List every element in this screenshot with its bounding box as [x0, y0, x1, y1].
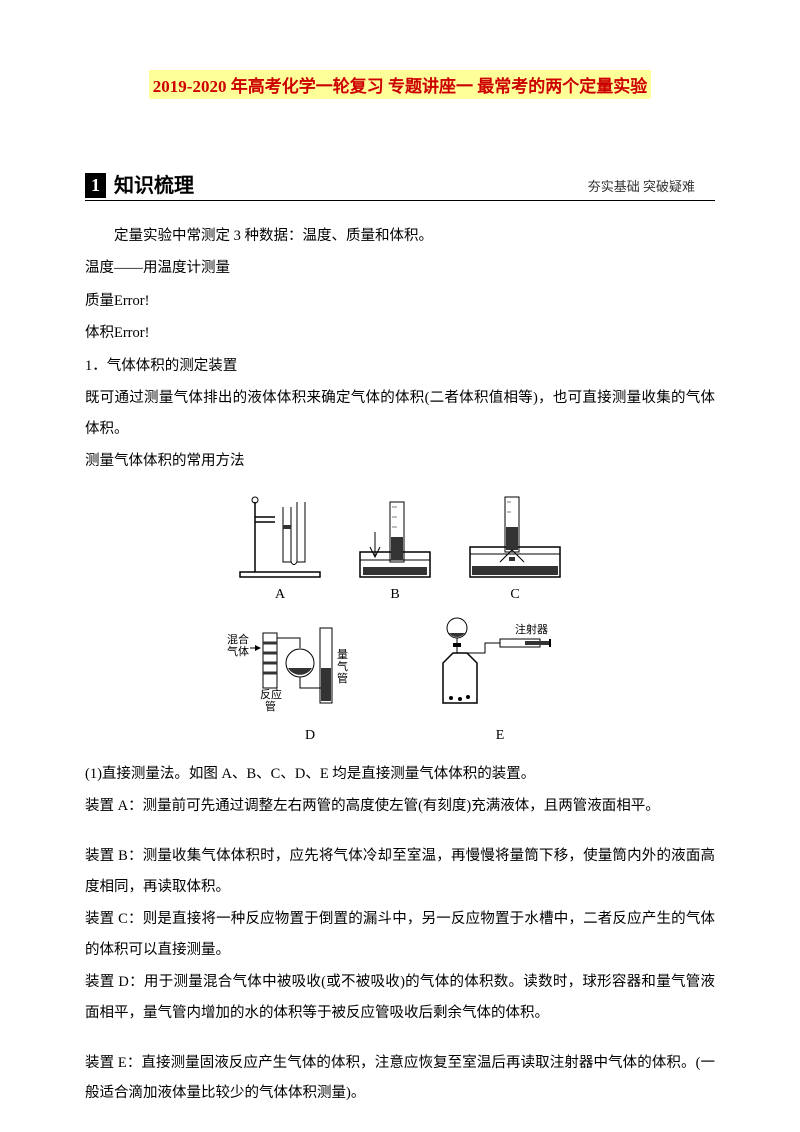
document-title: 2019-2020 年高考化学一轮复习 专题讲座一 最常考的两个定量实验 — [149, 70, 651, 99]
section-number-box: 1 — [85, 173, 106, 198]
gastube-label: 量 — [337, 648, 348, 661]
apparatus-diagram: A B — [85, 492, 715, 744]
apparatus-row-2: 混合 气体 反应 管 量 气 管 D — [85, 613, 715, 744]
label-a: A — [275, 587, 285, 603]
svg-text:管: 管 — [265, 699, 276, 713]
apparatus-a: A — [235, 492, 325, 603]
intro-text: 定量实验中常测定 3 种数据：温度、质量和体积。 — [85, 221, 715, 251]
device-a-text: 装置 A：测量前可先通过调整左右两管的高度使左管(有刻度)充满液体，且两管液面相… — [85, 791, 715, 821]
device-d-text: 装置 D：用于测量混合气体中被吸收(或不被吸收)的气体的体积数。读数时，球形容器… — [85, 967, 715, 1028]
mixgas-label: 混合 — [227, 632, 249, 646]
reaction-label: 反应 — [260, 687, 282, 701]
section-header: 1 知识梳理 夯实基础 突破疑难 — [85, 169, 715, 201]
apparatus-e-svg: 注射器 — [425, 613, 575, 723]
label-d: D — [305, 728, 315, 744]
label-c: C — [510, 587, 519, 603]
p1: 既可通过测量气体排出的液体体积来确定气体的体积(二者体积值相等)，也可直接测量收… — [85, 383, 715, 444]
device-c-text: 装置 C：则是直接将一种反应物置于倒置的漏斗中，另一反应物置于水槽中，二者反应产… — [85, 904, 715, 965]
apparatus-d: 混合 气体 反应 管 量 气 管 D — [225, 613, 395, 744]
apparatus-b-svg — [355, 492, 435, 582]
apparatus-d-svg: 混合 气体 反应 管 量 气 管 — [225, 613, 395, 723]
p2: 测量气体体积的常用方法 — [85, 446, 715, 476]
apparatus-c-svg — [465, 492, 565, 582]
section-title: 知识梳理 — [114, 169, 194, 198]
apparatus-c: C — [465, 492, 565, 603]
section-subtitle: 夯实基础 突破疑难 — [588, 176, 695, 198]
apparatus-b: B — [355, 492, 435, 603]
label-e: E — [496, 728, 505, 744]
apparatus-a-svg — [235, 492, 325, 582]
volume-text: 体积Error! — [85, 318, 715, 348]
svg-text:管: 管 — [337, 671, 348, 685]
device-b-text: 装置 B：测量收集气体体积时，应先将气体冷却至室温，再慢慢将量筒下移，使量筒内外… — [85, 841, 715, 902]
label-b: B — [390, 587, 399, 603]
mass-text: 质量Error! — [85, 286, 715, 316]
svg-text:气体: 气体 — [227, 644, 249, 658]
heading1: 1．气体体积的测定装置 — [85, 351, 715, 381]
syringe-label: 注射器 — [515, 622, 548, 636]
temp-text: 温度——用温度计测量 — [85, 253, 715, 283]
method1: (1)直接测量法。如图 A、B、C、D、E 均是直接测量气体体积的装置。 — [85, 759, 715, 789]
device-e-text: 装置 E：直接测量固液反应产生气体的体积，注意应恢复至室温后再读取注射器中气体的… — [85, 1048, 715, 1109]
apparatus-e: 注射器 E — [425, 613, 575, 744]
apparatus-row-1: A B — [85, 492, 715, 603]
svg-text:气: 气 — [337, 659, 348, 673]
